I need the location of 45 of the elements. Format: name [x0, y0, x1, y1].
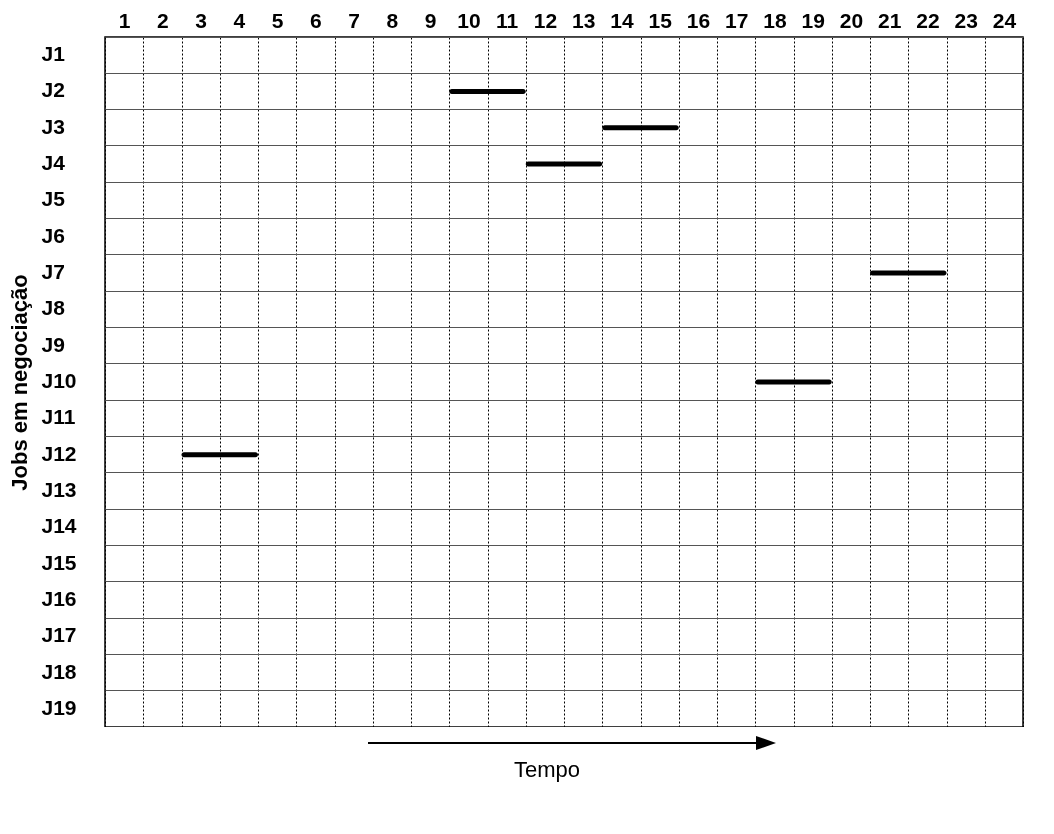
y-tick-label: J17 — [41, 623, 77, 647]
x-tick-label: 18 — [763, 8, 787, 32]
x-tick-label: 23 — [954, 8, 978, 32]
y-tick-label: J3 — [41, 114, 65, 138]
y-tick-label: J9 — [41, 332, 65, 356]
y-tick-label: J5 — [41, 187, 66, 211]
x-tick-label: 17 — [724, 8, 749, 32]
x-axis-title: Tempo — [512, 757, 581, 783]
x-tick-label: 4 — [233, 8, 246, 32]
x-tick-label: 5 — [271, 8, 284, 32]
y-tick-label: J18 — [41, 659, 77, 683]
x-tick-label: 12 — [533, 8, 558, 32]
x-tick-label: 2 — [157, 8, 169, 32]
y-tick-label: J1 — [41, 42, 66, 66]
y-axis-title: Jobs em negociação — [6, 274, 32, 491]
x-tick-label: 16 — [686, 8, 711, 32]
y-tick-label: J11 — [41, 405, 76, 429]
x-tick-label: 11 — [496, 8, 519, 32]
x-tick-label: 13 — [571, 8, 596, 32]
x-tick-label: 6 — [310, 8, 322, 32]
y-tick-label: J7 — [41, 260, 65, 284]
y-tick-label: J8 — [41, 296, 66, 320]
y-tick-label: J6 — [41, 223, 65, 247]
x-tick-label: 7 — [348, 8, 360, 32]
y-tick-label: J16 — [41, 586, 77, 610]
x-tick-label: 9 — [424, 8, 437, 32]
y-tick-label: J15 — [41, 550, 77, 574]
x-tick-label: 1 — [118, 8, 131, 32]
x-tick-label: 3 — [195, 8, 207, 32]
x-tick-label: 8 — [386, 8, 399, 32]
y-tick-label: J13 — [41, 477, 77, 501]
y-tick-label: J2 — [41, 78, 65, 102]
x-tick-label: 24 — [992, 8, 1017, 32]
y-tick-label: J12 — [41, 441, 77, 465]
x-tick-label: 10 — [457, 8, 481, 32]
x-tick-label: 22 — [916, 8, 940, 32]
y-tick-label: J19 — [41, 695, 77, 719]
x-tick-label: 14 — [610, 8, 634, 32]
y-tick-label: J10 — [41, 369, 77, 392]
x-tick-label: 20 — [839, 8, 864, 32]
x-tick-label: 15 — [648, 8, 673, 32]
x-tick-label: 21 — [877, 8, 902, 32]
x-tick-label: 19 — [801, 8, 825, 32]
y-tick-label: J14 — [41, 514, 77, 538]
y-tick-label: J4 — [41, 151, 66, 175]
